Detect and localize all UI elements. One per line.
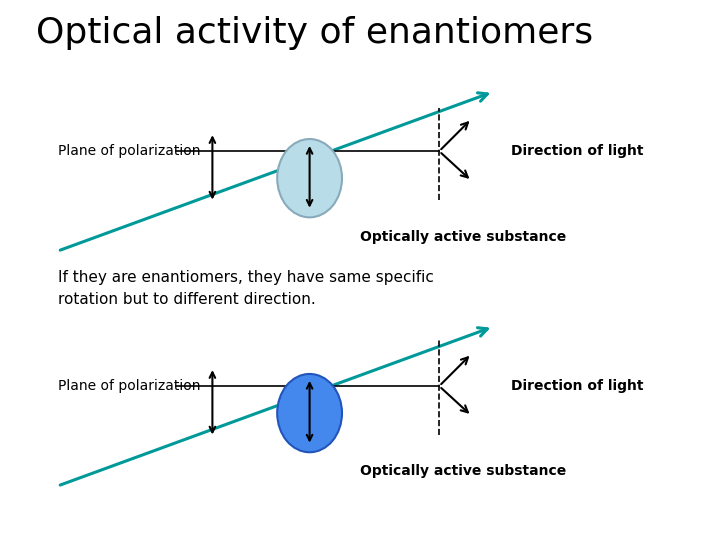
- Ellipse shape: [277, 374, 342, 453]
- Text: Optically active substance: Optically active substance: [360, 464, 566, 478]
- Text: Direction of light: Direction of light: [511, 379, 644, 393]
- Text: Plane of polarization: Plane of polarization: [58, 144, 200, 158]
- Text: Direction of light: Direction of light: [511, 144, 644, 158]
- Text: Optically active substance: Optically active substance: [360, 230, 566, 244]
- Text: If they are enantiomers, they have same specific
rotation but to different direc: If they are enantiomers, they have same …: [58, 270, 433, 307]
- Text: Plane of polarization: Plane of polarization: [58, 379, 200, 393]
- Text: Optical activity of enantiomers: Optical activity of enantiomers: [36, 16, 593, 50]
- Ellipse shape: [277, 139, 342, 217]
